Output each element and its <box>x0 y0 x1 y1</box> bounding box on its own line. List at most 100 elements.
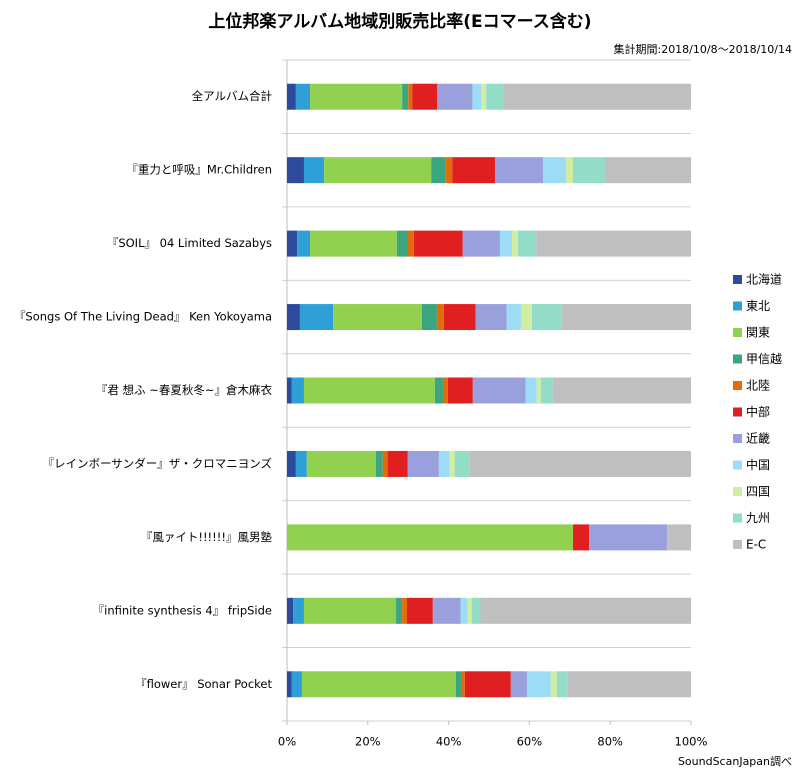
bar-segment <box>480 597 691 624</box>
bar-segment <box>407 450 439 477</box>
bar-segment <box>512 230 519 257</box>
bar-segment <box>295 83 311 110</box>
legend-label: 北海道 <box>746 272 782 287</box>
bar-segment <box>445 157 453 184</box>
bar-segment <box>443 304 476 331</box>
bar-segment <box>291 671 302 698</box>
bar-segment <box>503 83 691 110</box>
bar-segment <box>561 304 691 331</box>
legend-label: 東北 <box>746 299 770 313</box>
x-tick-label: 60% <box>517 735 543 749</box>
x-tick-label: 20% <box>355 735 381 749</box>
bar-segment <box>303 157 325 184</box>
bar-segment <box>525 377 537 404</box>
bar-segment <box>387 450 408 477</box>
bar-segment <box>486 83 504 110</box>
legend-label: 甲信越 <box>746 352 782 366</box>
bar-segment <box>556 671 568 698</box>
chart-title: 上位邦楽アルバム地域別販売比率(Eコマース含む) <box>208 11 591 32</box>
bar-segment <box>287 671 292 698</box>
bar-segment <box>447 377 473 404</box>
y-tick-label: 『君 想ふ ~春夏秋冬~』倉木麻衣 <box>96 383 273 397</box>
bar-segment <box>573 524 590 551</box>
bar-segment <box>406 230 414 257</box>
y-tick-label: 『infinite synthesis 4』 fripSide <box>93 603 272 617</box>
bar-segment <box>667 524 691 551</box>
bar-segment <box>499 230 513 257</box>
bar-segment <box>566 157 574 184</box>
legend-swatch <box>733 354 742 364</box>
y-tick-label: 『レインボーサンダー』ザ・クロマニヨンズ <box>42 456 272 470</box>
legend-label: 中国 <box>746 457 770 472</box>
bar-segment <box>495 157 544 184</box>
bar-segment <box>301 671 456 698</box>
bar-segment <box>406 597 433 624</box>
bar-segment <box>396 597 403 624</box>
bar-segment <box>287 524 574 551</box>
legend-label: 四国 <box>746 485 770 499</box>
bar-segment <box>287 157 304 184</box>
legend-label: E-C <box>746 538 766 552</box>
bar-segment <box>552 377 691 404</box>
bar-segment <box>461 671 465 698</box>
bar-segment <box>449 450 455 477</box>
bar-segment <box>573 157 605 184</box>
bar-segment <box>472 377 526 404</box>
bar-segment <box>464 671 511 698</box>
legend-label: 関東 <box>746 326 770 340</box>
bar-segment <box>303 597 397 624</box>
bar-segment <box>481 83 487 110</box>
bar-segment <box>536 230 691 257</box>
bar-segment <box>299 304 334 331</box>
y-tick-label: 全アルバム合計 <box>192 89 272 103</box>
bar-segment <box>469 450 691 477</box>
x-tick-label: 0% <box>278 735 296 749</box>
bar-segment <box>408 83 413 110</box>
bar-segment <box>421 304 437 331</box>
bar-segment <box>472 83 482 110</box>
bar-segment <box>434 377 443 404</box>
bar-segment <box>287 230 298 257</box>
subtitle: 集計期間:2018/10/8～2018/10/14 <box>613 42 792 56</box>
bar-segment <box>375 450 383 477</box>
legend-swatch <box>733 487 742 496</box>
bar-segment <box>536 377 541 404</box>
bar-segment <box>567 671 691 698</box>
legend-label: 近畿 <box>746 432 770 446</box>
bar-segment <box>291 377 304 404</box>
x-tick-label: 100% <box>675 735 708 749</box>
bar-segment <box>333 304 422 331</box>
bar-segment <box>402 597 407 624</box>
bar-segment <box>287 83 296 110</box>
legend-swatch <box>733 381 742 390</box>
bar-segment <box>297 230 311 257</box>
y-tick-label: 『SOIL』 04 Limited Sazabys <box>107 236 272 250</box>
bar-segment <box>518 230 537 257</box>
bar-segment <box>452 157 496 184</box>
bar-segment <box>436 304 444 331</box>
bar-segment <box>475 304 507 331</box>
legend-swatch <box>733 434 742 443</box>
legend-label: 北陸 <box>746 379 770 393</box>
y-tick-label: 『重力と呼吸』Mr.Children <box>126 163 272 177</box>
bar-segment <box>460 597 468 624</box>
y-tick-label: 『flower』 Sonar Pocket <box>135 677 272 691</box>
bar-segment <box>531 304 562 331</box>
bar-segment <box>589 524 668 551</box>
bar-segment <box>310 230 397 257</box>
bar-segment <box>438 450 450 477</box>
bar-segment <box>413 230 463 257</box>
bar-segment <box>295 450 307 477</box>
bar-segment <box>402 83 409 110</box>
bar-segment <box>412 83 438 110</box>
bar-segment <box>454 450 470 477</box>
bar-segment <box>306 450 376 477</box>
legend-swatch <box>733 275 742 284</box>
bar-segment <box>604 157 691 184</box>
legend-label: 中部 <box>746 404 770 419</box>
bar-segment <box>520 304 532 331</box>
bar-segment <box>287 450 296 477</box>
x-tick-label: 40% <box>436 735 462 749</box>
bar-segment <box>396 230 407 257</box>
